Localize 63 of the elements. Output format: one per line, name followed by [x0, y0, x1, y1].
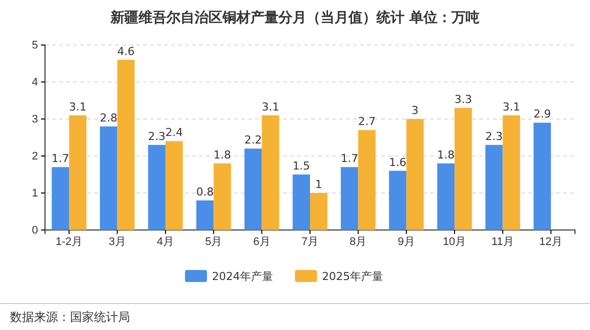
data-label: 2.9 — [533, 108, 551, 121]
x-tick-label: 8月 — [350, 236, 367, 248]
y-tick-label: 1 — [32, 188, 38, 200]
data-label: 1.8 — [214, 148, 232, 162]
data-label: 4.6 — [117, 44, 135, 58]
data-label: 1.6 — [388, 156, 406, 169]
x-tick-label: 10月 — [442, 236, 466, 248]
data-label: 0.8 — [196, 185, 214, 198]
y-tick-label: 2 — [32, 150, 38, 163]
data-label: 3.1 — [69, 100, 87, 114]
bar — [310, 193, 328, 230]
x-tick-label: 11月 — [492, 236, 514, 248]
data-label: 3.1 — [262, 100, 280, 114]
bar — [389, 170, 406, 230]
bar — [214, 163, 231, 230]
bar — [165, 141, 183, 230]
data-label: 2.3 — [148, 130, 166, 143]
bar — [454, 108, 472, 230]
bar — [148, 144, 166, 230]
x-tick-label: 6月 — [253, 236, 270, 248]
legend-label: 2024年产量 — [212, 270, 273, 283]
bar — [117, 60, 135, 230]
bar — [292, 174, 310, 230]
data-label: 2.4 — [165, 126, 183, 140]
bar — [485, 144, 503, 230]
bar — [406, 119, 424, 230]
x-tick-label: 7月 — [301, 236, 319, 248]
data-label: 2.8 — [100, 111, 118, 124]
data-label: 1.8 — [437, 148, 455, 162]
bar — [437, 163, 455, 230]
bar — [196, 200, 214, 230]
bar — [534, 122, 551, 230]
bar — [100, 126, 118, 230]
x-tick-label: 5月 — [205, 236, 222, 248]
x-tick-label: 4月 — [156, 236, 174, 248]
bar — [358, 130, 376, 230]
chart-title: 新疆维吾尔自治区铜材产量分月（当月值）统计 单位：万吨 — [110, 9, 480, 26]
bar — [262, 115, 280, 230]
bar — [52, 167, 70, 230]
bar — [502, 115, 520, 230]
bar — [340, 167, 358, 230]
data-label: 1.7 — [52, 152, 70, 166]
data-label: 3 — [412, 104, 419, 117]
data-label: 2.3 — [485, 130, 503, 143]
data-label: 2.2 — [244, 134, 262, 147]
x-tick-label: 3月 — [108, 236, 126, 248]
data-label: 3.1 — [502, 100, 520, 114]
x-tick-label: 9月 — [398, 236, 415, 248]
y-tick-label: 0 — [32, 224, 38, 237]
x-tick-label: 12月 — [539, 236, 563, 248]
data-label: 1 — [315, 178, 322, 191]
x-tick-label: 1-2月 — [56, 236, 83, 248]
source-note: 数据来源：国家统计局 — [10, 310, 130, 324]
y-tick-label: 3 — [32, 114, 38, 126]
data-label: 2.7 — [358, 115, 376, 128]
bar — [69, 115, 86, 230]
y-tick-label: 5 — [32, 40, 38, 52]
bar — [244, 148, 262, 230]
data-label: 1.7 — [340, 152, 358, 166]
data-label: 1.5 — [292, 160, 310, 172]
legend-label: 2025年产量 — [322, 270, 383, 283]
data-label: 3.3 — [454, 92, 472, 106]
y-tick-label: 4 — [32, 76, 38, 89]
